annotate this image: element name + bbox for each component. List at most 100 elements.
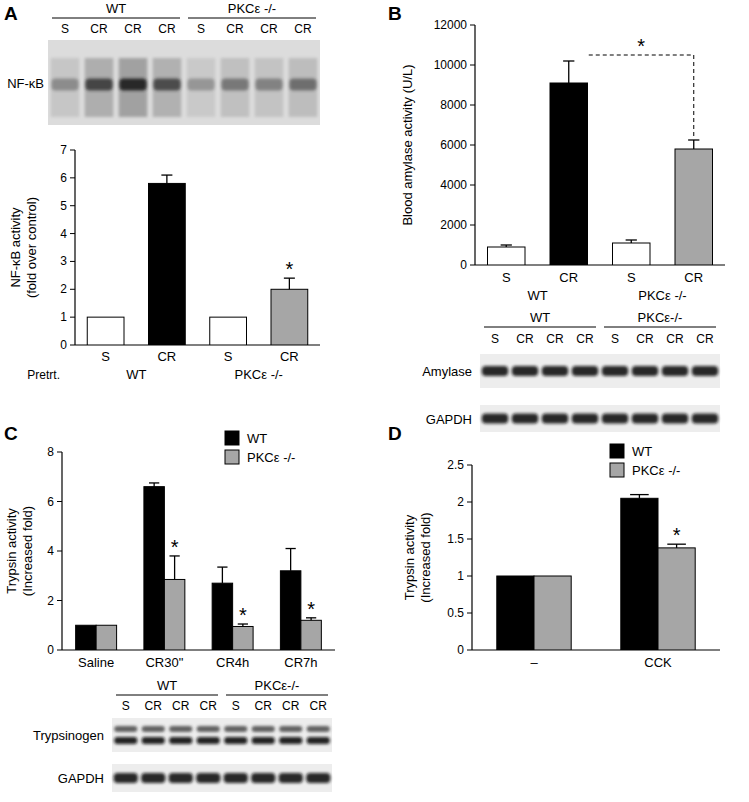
blot-group-line (116, 695, 218, 696)
y-tick-label: 6 (60, 171, 67, 185)
blot-lane-label: CR (158, 22, 176, 36)
error-line (693, 140, 694, 149)
x-tick-label: S (224, 349, 233, 364)
blot-band (662, 366, 688, 376)
blot-band (169, 773, 193, 783)
y-tick-label: 1 (457, 569, 464, 583)
x-tick-label: CR (280, 349, 299, 364)
error-line (290, 549, 291, 571)
blot-band (142, 726, 165, 732)
y-axis-label: (Increased fold) (418, 512, 433, 602)
panel-2: C02468Trypsin activity(Increased fold)Sa… (4, 423, 335, 792)
blot-band (306, 773, 330, 783)
blot-lane-label: CR (145, 699, 163, 713)
y-tick (57, 551, 62, 552)
blot-lane-label: S (491, 332, 499, 346)
x-tick-label: – (530, 655, 538, 670)
blot-smear (153, 58, 182, 117)
blot-lane-label: CR (200, 699, 218, 713)
x-tick-label: CR30" (145, 655, 183, 670)
blot-band (224, 773, 248, 783)
panel-3: D00.511.522.5Trypsin activity(Increased … (388, 423, 720, 670)
bar (488, 247, 526, 265)
error-line (166, 175, 167, 183)
y-tick-label: 3 (60, 254, 67, 268)
blot-band (252, 726, 275, 732)
blot-row (48, 40, 320, 125)
blot-lane-label: S (611, 332, 619, 346)
significance-mark: * (171, 536, 179, 558)
blot-band (197, 726, 220, 732)
group-label: WT (126, 367, 146, 382)
error-cap (149, 482, 159, 483)
blot-group-line (52, 18, 180, 19)
legend-swatch (225, 450, 239, 464)
y-tick-label: 8 (47, 445, 54, 459)
y-tick-label: 5 (60, 199, 67, 213)
blot-band (572, 366, 598, 376)
y-tick (70, 177, 75, 178)
blot-band (632, 414, 658, 424)
x-tick-label: CR4h (216, 655, 249, 670)
y-tick-label: 2 (47, 594, 54, 608)
blot-row-label: NF-κB (7, 76, 44, 91)
y-tick-label: 4 (60, 227, 67, 241)
error-line (174, 556, 175, 580)
y-tick (470, 225, 475, 226)
blot-band (252, 737, 275, 744)
blot-band (279, 726, 302, 732)
bar (497, 576, 534, 650)
blot-group-line (226, 695, 328, 696)
blot-background (480, 354, 720, 388)
blot-lane-label: CR (282, 699, 300, 713)
blot-smear (119, 58, 148, 117)
bar (144, 487, 164, 650)
x-tick-label: Saline (78, 655, 114, 670)
blot-lane-label: S (61, 22, 69, 36)
bar (280, 571, 300, 650)
y-tick (467, 502, 472, 503)
blot-band (289, 79, 316, 91)
error-bar (161, 175, 172, 183)
blot-band (482, 414, 508, 424)
y-tick (70, 261, 75, 262)
y-tick (57, 452, 62, 453)
blot-group-label: PKCε -/- (228, 1, 276, 16)
y-axis-label: Trypsin activity (4, 508, 19, 594)
blot-band (169, 737, 192, 744)
bar (621, 498, 658, 650)
panel-0: A01234567NF-κB activity(fold over contro… (4, 1, 320, 382)
y-tick (467, 650, 472, 651)
blot-group-line (604, 327, 716, 328)
y-tick (70, 233, 75, 234)
bars (76, 483, 322, 650)
y-tick (467, 539, 472, 540)
panel-letter: C (4, 423, 18, 444)
error-line (222, 567, 223, 583)
y-tick-label: 7 (60, 143, 67, 157)
x-tick-label: S (502, 270, 511, 285)
group-label: PKCε -/- (638, 288, 686, 303)
blot-lane-label: S (232, 699, 240, 713)
bar (271, 289, 308, 345)
x-tick-label: CR7h (284, 655, 317, 670)
x-tick-label: CR (559, 270, 578, 285)
y-tick (70, 345, 75, 346)
bars (488, 61, 713, 265)
y-tick-label: 0 (47, 643, 54, 657)
bar (210, 317, 247, 345)
error-bar (626, 240, 637, 243)
y-tick-label: 2.5 (447, 458, 464, 472)
y-tick-label: 2000 (440, 218, 467, 232)
x-axis-label: Pretrt. (27, 368, 60, 382)
blot-lane-label: CR (90, 22, 108, 36)
y-tick (57, 600, 62, 601)
y-tick-label: 1 (60, 310, 67, 324)
y-axis-label: Trypsin activity (402, 514, 417, 600)
blot-lane-label: CR (172, 699, 190, 713)
legend-label: WT (632, 444, 652, 459)
y-tick-label: 0.5 (447, 606, 464, 620)
blot-band (119, 79, 146, 91)
blot-row (112, 764, 332, 792)
blot-band (224, 726, 247, 732)
